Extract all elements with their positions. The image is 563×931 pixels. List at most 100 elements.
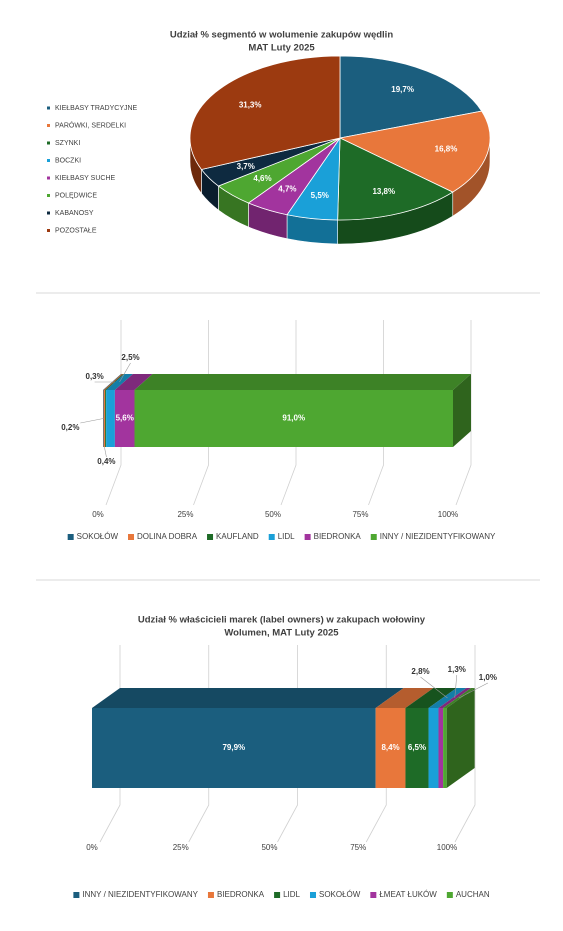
data-label: 1,3% xyxy=(448,665,466,674)
bar-top xyxy=(375,688,434,708)
legend-label: LIDL xyxy=(283,890,300,899)
legend-swatch xyxy=(47,141,50,145)
bar xyxy=(134,390,453,447)
legend-swatch xyxy=(207,534,214,540)
legend-label: AUCHAN xyxy=(456,890,490,899)
legend-label: POZOSTAŁE xyxy=(55,227,97,234)
legend-swatch xyxy=(309,892,316,898)
leader-line xyxy=(420,676,448,699)
legend-swatch xyxy=(47,159,50,162)
legend-label: PARÓWKI, SERDELKI xyxy=(55,120,126,129)
legend-label: BIEDRONKA xyxy=(217,890,265,899)
legend-label: SOKOŁÓW xyxy=(319,890,361,899)
bar-top xyxy=(134,374,471,390)
legend-label: INNY / NIEZIDENTYFIKOWANY xyxy=(380,532,496,541)
chart-title: Udział % segmentó w wolumenie zakupów wę… xyxy=(170,30,393,41)
legend-swatch xyxy=(47,124,50,127)
data-label: 3,7% xyxy=(237,162,255,171)
data-label: 2,8% xyxy=(411,667,429,676)
chart-subtitle: Wolumen, MAT Luty 2025 xyxy=(224,628,339,639)
data-label: 0,2% xyxy=(61,423,79,432)
x-tick-label: 50% xyxy=(265,510,281,519)
bar xyxy=(405,708,429,788)
slice xyxy=(337,137,454,221)
legend-swatch xyxy=(47,194,50,197)
leader-line xyxy=(119,362,131,383)
legend-label: LIDL xyxy=(278,532,295,541)
legend-swatch xyxy=(370,892,377,898)
bar xyxy=(106,390,115,447)
bar-top xyxy=(106,374,133,390)
data-label: 4,7% xyxy=(278,185,296,194)
x-tick-label: 50% xyxy=(261,843,277,852)
legend-label: INNY / NIEZIDENTYFIKOWANY xyxy=(82,890,198,899)
data-label: 6,5% xyxy=(408,743,426,752)
legend-label: DOLINA DOBRA xyxy=(137,532,198,541)
legend-label: SOKOŁÓW xyxy=(77,532,119,541)
legend: INNY / NIEZIDENTYFIKOWANY BIEDRONKA LIDL SO… xyxy=(73,890,490,899)
bar xyxy=(375,708,406,788)
bar-top xyxy=(92,688,404,708)
chart-title: Udział % właścicieli marek (label owners… xyxy=(138,615,426,626)
legend-label: KIEŁBASY TRADYCYJNE xyxy=(55,105,138,112)
legend-swatch xyxy=(47,211,50,215)
legend-label: POLĘDWICE xyxy=(55,192,97,199)
legend-swatch xyxy=(128,534,135,540)
bar xyxy=(428,708,439,788)
slice xyxy=(338,110,491,193)
chart-subtitle: MAT Luty 2025 xyxy=(248,43,315,54)
x-tick-label: 25% xyxy=(173,843,189,852)
legend-label: KIEŁBASY SUCHE xyxy=(55,175,116,182)
legend-label: SZYNKI xyxy=(55,140,80,147)
data-label: 4,6% xyxy=(253,174,271,183)
data-label: 1,0% xyxy=(479,673,497,682)
legend-swatch xyxy=(370,534,377,540)
x-tick-label: 75% xyxy=(352,510,368,519)
legend-swatch xyxy=(47,229,50,232)
bar xyxy=(92,708,376,788)
legend-swatch xyxy=(207,892,214,898)
legend-swatch xyxy=(304,534,311,540)
leader-line xyxy=(80,418,104,424)
x-tick-label: 25% xyxy=(177,510,193,519)
pie-labels: 19,7% 16,8% 13,8% 5,5% 4,7% 4,6% 3,7% 31,3% xyxy=(237,85,458,200)
x-tick-label: 75% xyxy=(350,843,366,852)
legend-swatch xyxy=(446,892,453,898)
slice xyxy=(189,55,341,170)
legend-label: KAUFLAND xyxy=(216,532,259,541)
legend-swatch xyxy=(47,176,50,180)
x-tick-label: 0% xyxy=(86,843,98,852)
bar xyxy=(105,390,107,447)
legend-label: BIEDRONKA xyxy=(314,532,362,541)
bar xyxy=(114,390,135,447)
grid-line xyxy=(368,320,384,506)
grid-line xyxy=(280,320,297,506)
bar-top xyxy=(114,374,153,390)
data-label: 5,5% xyxy=(311,191,329,200)
grid-line xyxy=(105,320,122,506)
legend-swatch xyxy=(47,106,50,110)
bar-top xyxy=(405,688,457,708)
data-label: 5,6% xyxy=(116,414,134,423)
legend-swatch xyxy=(268,534,275,540)
pie-tops xyxy=(189,55,491,221)
x-tick-label: 0% xyxy=(92,510,104,519)
grid-line xyxy=(193,320,209,506)
bar xyxy=(103,390,106,447)
x-tick-label: 100% xyxy=(438,510,458,519)
grid-line xyxy=(454,645,476,843)
bar xyxy=(443,708,447,788)
grid-line xyxy=(455,320,472,506)
legend-swatch xyxy=(274,892,281,898)
data-label: 0,3% xyxy=(86,372,104,381)
data-label: 8,4% xyxy=(381,743,399,752)
legend: SOKOŁÓW DOLINA DOBRA KAUFLAND LIDL BIEDRONKA… xyxy=(67,532,496,541)
legend-label: ŁMEAT ŁUKÓW xyxy=(379,890,437,899)
legend-label: KABANOSY xyxy=(55,210,94,217)
data-label: 79,9% xyxy=(222,743,245,752)
leader-line xyxy=(458,682,489,699)
bar-side xyxy=(446,688,475,788)
data-label: 2,5% xyxy=(121,353,139,362)
leader-line xyxy=(454,674,458,699)
data-label: 31,3% xyxy=(239,100,262,109)
